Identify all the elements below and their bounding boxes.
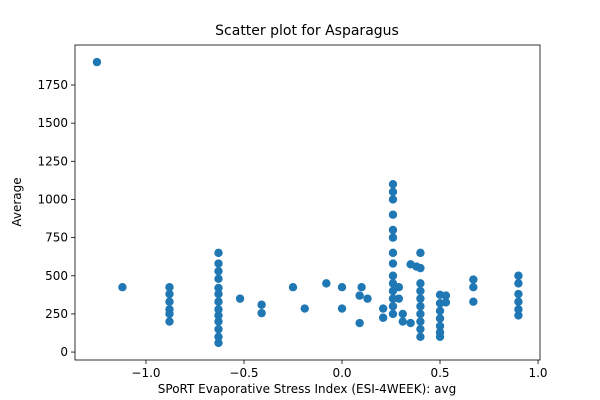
point bbox=[300, 304, 309, 313]
y-tick-label: 1000 bbox=[37, 192, 68, 206]
point bbox=[514, 311, 523, 320]
point bbox=[214, 332, 223, 342]
point bbox=[165, 297, 174, 306]
point bbox=[388, 225, 398, 235]
point bbox=[235, 294, 245, 303]
point bbox=[214, 297, 223, 306]
point bbox=[337, 304, 347, 313]
point bbox=[388, 259, 398, 268]
point bbox=[416, 317, 425, 326]
point bbox=[388, 271, 398, 280]
point bbox=[92, 57, 102, 67]
point bbox=[165, 283, 174, 292]
point bbox=[337, 283, 347, 292]
point bbox=[514, 271, 523, 280]
x-tick-label: 0.0 bbox=[332, 366, 351, 380]
point bbox=[416, 302, 425, 311]
y-tick-label: 500 bbox=[45, 269, 68, 283]
point bbox=[406, 318, 415, 328]
point bbox=[388, 309, 398, 319]
point bbox=[469, 297, 478, 306]
point bbox=[388, 233, 398, 242]
point bbox=[514, 297, 523, 306]
point bbox=[394, 283, 404, 292]
point bbox=[357, 283, 366, 292]
point bbox=[416, 263, 425, 273]
point bbox=[363, 294, 372, 303]
point bbox=[257, 308, 266, 318]
y-axis-label: Average bbox=[10, 177, 24, 226]
y-tick-label: 750 bbox=[45, 231, 68, 245]
point bbox=[214, 283, 223, 293]
point bbox=[388, 187, 398, 197]
point bbox=[514, 289, 523, 299]
y-tick-label: 250 bbox=[45, 307, 68, 321]
y-tick-label: 1500 bbox=[37, 116, 68, 130]
point bbox=[388, 179, 398, 189]
point bbox=[398, 309, 407, 319]
point bbox=[394, 294, 404, 303]
x-tick-label: 0.5 bbox=[430, 366, 449, 380]
point bbox=[214, 324, 223, 334]
point bbox=[257, 300, 266, 309]
chart-title: Scatter plot for Asparagus bbox=[215, 23, 399, 39]
point bbox=[388, 248, 398, 258]
point bbox=[416, 279, 425, 288]
y-tick-label: 0 bbox=[60, 345, 68, 359]
x-tick-label: 1.0 bbox=[528, 366, 547, 380]
point bbox=[214, 289, 223, 299]
point bbox=[435, 321, 445, 331]
point bbox=[165, 289, 174, 299]
point bbox=[416, 324, 425, 334]
point bbox=[322, 279, 331, 288]
y-tick-label: 1250 bbox=[37, 154, 68, 168]
point bbox=[214, 338, 223, 348]
point bbox=[435, 314, 445, 323]
point bbox=[165, 305, 174, 314]
x-tick-label: −0.5 bbox=[229, 366, 258, 380]
x-axis-label: SPoRT Evaporative Stress Index (ESI-4WEE… bbox=[158, 382, 456, 396]
plot-frame bbox=[74, 44, 541, 361]
y-tick-label: 1750 bbox=[37, 78, 68, 92]
point bbox=[214, 259, 223, 268]
point bbox=[378, 313, 388, 322]
point bbox=[118, 283, 127, 292]
point bbox=[416, 294, 425, 303]
point bbox=[214, 274, 223, 284]
point bbox=[214, 305, 223, 314]
point bbox=[469, 283, 478, 292]
point bbox=[288, 283, 298, 292]
point bbox=[398, 317, 407, 326]
point bbox=[416, 309, 425, 319]
point bbox=[514, 305, 523, 314]
point bbox=[441, 291, 451, 300]
point bbox=[435, 328, 445, 337]
point bbox=[165, 317, 174, 326]
point bbox=[214, 311, 223, 320]
point bbox=[378, 304, 388, 313]
point bbox=[388, 195, 398, 204]
point bbox=[214, 266, 223, 276]
point bbox=[214, 248, 223, 258]
point bbox=[388, 294, 398, 303]
point bbox=[416, 332, 425, 342]
point bbox=[441, 298, 451, 307]
x-tick-label: −1.0 bbox=[131, 366, 160, 380]
point bbox=[355, 318, 364, 328]
point bbox=[355, 291, 364, 300]
point bbox=[435, 306, 445, 316]
point bbox=[416, 248, 425, 258]
point bbox=[388, 210, 398, 219]
point bbox=[514, 279, 523, 288]
point bbox=[469, 275, 478, 284]
point bbox=[388, 302, 398, 311]
point bbox=[214, 317, 223, 326]
point bbox=[416, 286, 425, 296]
